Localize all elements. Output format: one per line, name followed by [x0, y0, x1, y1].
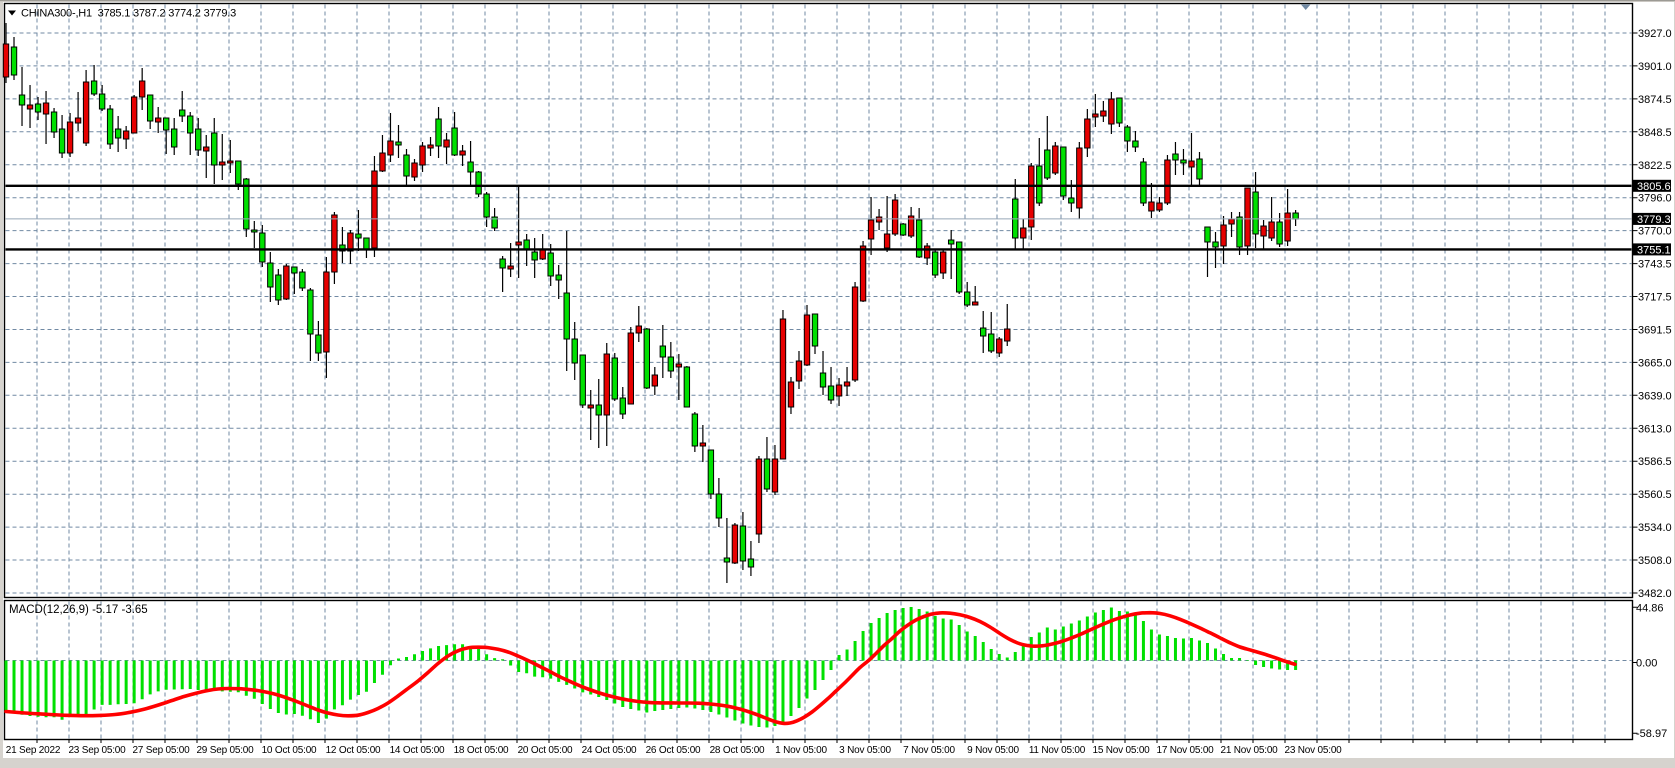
svg-text:15 Nov 05:00: 15 Nov 05:00 — [1092, 745, 1150, 756]
svg-text:44.86: 44.86 — [1636, 602, 1664, 614]
svg-text:11 Nov 05:00: 11 Nov 05:00 — [1029, 745, 1086, 756]
svg-text:-58.97: -58.97 — [1636, 728, 1667, 740]
svg-text:3560.5: 3560.5 — [1638, 489, 1672, 501]
svg-text:26 Oct 05:00: 26 Oct 05:00 — [646, 745, 701, 756]
svg-text:0.00: 0.00 — [1636, 658, 1657, 670]
svg-text:7 Nov 05:00: 7 Nov 05:00 — [903, 745, 955, 756]
svg-text:3508.0: 3508.0 — [1638, 555, 1672, 567]
svg-text:12 Oct 05:00: 12 Oct 05:00 — [326, 745, 381, 756]
svg-text:21 Sep 2022: 21 Sep 2022 — [6, 745, 61, 756]
svg-text:3755.1: 3755.1 — [1637, 245, 1671, 257]
svg-text:24 Oct 05:00: 24 Oct 05:00 — [582, 745, 637, 756]
svg-text:3779.3: 3779.3 — [1637, 214, 1671, 226]
svg-text:3743.5: 3743.5 — [1638, 259, 1672, 271]
svg-text:23 Sep 05:00: 23 Sep 05:00 — [68, 745, 126, 756]
svg-text:MACD(12,26,9) -5.17 -3.65: MACD(12,26,9) -5.17 -3.65 — [9, 604, 148, 616]
svg-text:3796.0: 3796.0 — [1638, 193, 1672, 205]
svg-text:17 Nov 05:00: 17 Nov 05:00 — [1156, 745, 1214, 756]
svg-text:10 Oct 05:00: 10 Oct 05:00 — [262, 745, 317, 756]
svg-text:29 Sep 05:00: 29 Sep 05:00 — [196, 745, 254, 756]
svg-text:3717.5: 3717.5 — [1638, 292, 1672, 304]
svg-text:3586.5: 3586.5 — [1638, 456, 1672, 468]
svg-text:3770.0: 3770.0 — [1638, 226, 1672, 238]
svg-text:3691.5: 3691.5 — [1638, 325, 1672, 337]
svg-text:3901.0: 3901.0 — [1638, 61, 1672, 73]
svg-text:3665.0: 3665.0 — [1638, 357, 1672, 369]
svg-text:18 Oct 05:00: 18 Oct 05:00 — [454, 745, 509, 756]
svg-text:3613.0: 3613.0 — [1638, 423, 1672, 435]
svg-text:3805.6: 3805.6 — [1637, 181, 1671, 193]
svg-text:28 Oct 05:00: 28 Oct 05:00 — [710, 745, 765, 756]
svg-text:20 Oct 05:00: 20 Oct 05:00 — [518, 745, 573, 756]
svg-text:3482.0: 3482.0 — [1638, 588, 1672, 600]
svg-text:CHINA300-,H1 3785.1 3787.2 37: CHINA300-,H1 3785.1 3787.2 3774.2 3779.3 — [21, 8, 236, 20]
svg-text:3 Nov 05:00: 3 Nov 05:00 — [839, 745, 891, 756]
svg-text:3848.5: 3848.5 — [1638, 127, 1672, 139]
svg-text:23 Nov 05:00: 23 Nov 05:00 — [1284, 745, 1342, 756]
svg-text:3874.5: 3874.5 — [1638, 94, 1672, 106]
svg-text:27 Sep 05:00: 27 Sep 05:00 — [132, 745, 190, 756]
svg-text:1 Nov 05:00: 1 Nov 05:00 — [775, 745, 827, 756]
svg-text:21 Nov 05:00: 21 Nov 05:00 — [1220, 745, 1278, 756]
svg-text:14 Oct 05:00: 14 Oct 05:00 — [390, 745, 445, 756]
svg-text:3534.0: 3534.0 — [1638, 522, 1672, 534]
svg-text:3822.5: 3822.5 — [1638, 160, 1672, 172]
svg-text:3927.0: 3927.0 — [1638, 28, 1672, 40]
svg-text:9 Nov 05:00: 9 Nov 05:00 — [967, 745, 1019, 756]
svg-text:3639.0: 3639.0 — [1638, 390, 1672, 402]
